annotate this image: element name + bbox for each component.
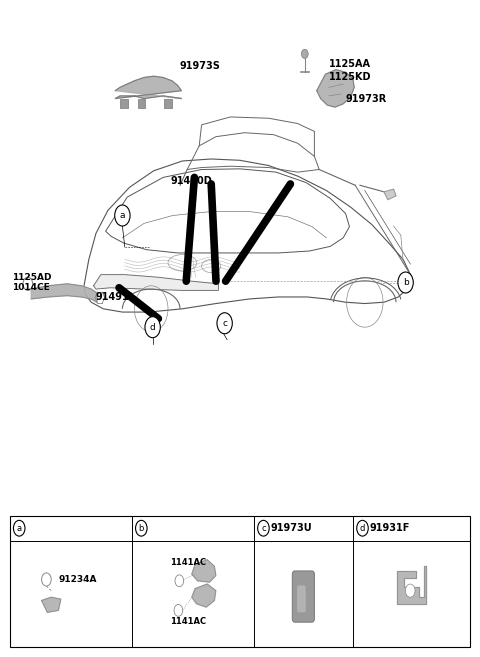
Polygon shape bbox=[397, 566, 426, 604]
Text: 91234A: 91234A bbox=[59, 575, 97, 584]
Polygon shape bbox=[94, 275, 218, 290]
Circle shape bbox=[135, 520, 147, 536]
Polygon shape bbox=[42, 597, 61, 612]
Text: 91973R: 91973R bbox=[346, 93, 387, 104]
Circle shape bbox=[301, 49, 308, 58]
Bar bbox=[138, 99, 145, 108]
Text: c: c bbox=[222, 319, 227, 328]
Text: 1125AA: 1125AA bbox=[329, 59, 371, 70]
Bar bbox=[120, 99, 128, 108]
Text: c: c bbox=[261, 524, 266, 533]
Circle shape bbox=[217, 313, 232, 334]
Polygon shape bbox=[192, 560, 216, 582]
Text: 1125AD: 1125AD bbox=[12, 273, 51, 282]
Text: 91931F: 91931F bbox=[370, 523, 410, 533]
Polygon shape bbox=[192, 584, 216, 607]
Circle shape bbox=[115, 205, 130, 226]
Circle shape bbox=[258, 520, 269, 536]
Circle shape bbox=[406, 584, 415, 597]
Polygon shape bbox=[31, 284, 97, 302]
Polygon shape bbox=[115, 76, 181, 99]
Text: 91973U: 91973U bbox=[271, 523, 312, 533]
Text: 91491L: 91491L bbox=[96, 292, 136, 302]
Text: d: d bbox=[360, 524, 365, 533]
Text: 91973S: 91973S bbox=[180, 60, 221, 71]
Text: 1141AC: 1141AC bbox=[170, 558, 206, 567]
Text: 1014CE: 1014CE bbox=[12, 283, 50, 292]
Circle shape bbox=[357, 520, 368, 536]
Circle shape bbox=[13, 520, 25, 536]
Text: 91400D: 91400D bbox=[170, 176, 212, 187]
Polygon shape bbox=[317, 70, 354, 107]
Circle shape bbox=[145, 317, 160, 338]
Text: a: a bbox=[120, 211, 125, 220]
Bar bbox=[10, 516, 470, 647]
Text: 1125KD: 1125KD bbox=[329, 72, 372, 82]
Polygon shape bbox=[384, 189, 396, 200]
Bar bbox=[164, 99, 172, 108]
FancyBboxPatch shape bbox=[292, 571, 314, 622]
Text: b: b bbox=[403, 278, 408, 287]
Circle shape bbox=[398, 272, 413, 293]
Text: a: a bbox=[17, 524, 22, 533]
Text: b: b bbox=[139, 524, 144, 533]
Text: d: d bbox=[150, 323, 156, 332]
Text: 1141AC: 1141AC bbox=[170, 617, 206, 626]
FancyBboxPatch shape bbox=[297, 585, 306, 612]
